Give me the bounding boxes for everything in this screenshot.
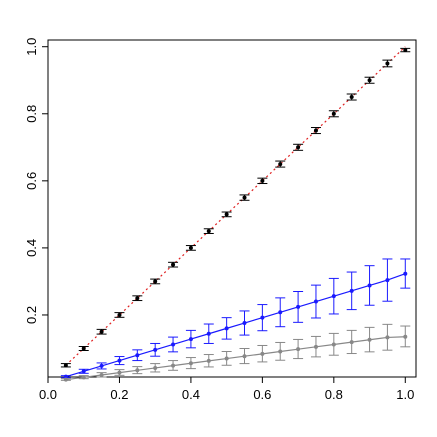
data-point: [403, 48, 408, 53]
data-point: [117, 312, 122, 317]
data-point: [260, 315, 265, 320]
data-point: [171, 262, 176, 267]
data-point: [99, 329, 104, 334]
data-point: [278, 310, 283, 315]
data-point: [117, 358, 122, 363]
data-point: [224, 326, 229, 331]
data-point: [385, 278, 390, 283]
data-point: [171, 342, 176, 347]
data-point: [385, 61, 390, 66]
y-tick-label: 0.8: [24, 105, 39, 123]
data-point: [367, 337, 372, 342]
data-point: [188, 361, 193, 366]
data-point: [206, 358, 211, 363]
y-tick-label: 0.4: [24, 239, 39, 257]
data-point: [296, 304, 301, 309]
data-point: [296, 145, 301, 150]
y-tick-label: 0.2: [24, 306, 39, 324]
data-point: [135, 368, 140, 373]
y-tick-label: 0.6: [24, 172, 39, 190]
plot-area: [47, 39, 417, 382]
data-point: [242, 195, 247, 200]
series-2: [60, 258, 411, 379]
x-tick-label: 0.4: [182, 387, 200, 402]
data-point: [117, 370, 122, 375]
data-point: [188, 337, 193, 342]
y-axis: 0.2 0.4 0.6 0.8 1.0: [24, 38, 48, 324]
data-point: [331, 294, 336, 299]
data-point: [403, 271, 408, 276]
data-point: [81, 375, 86, 380]
data-point: [278, 349, 283, 354]
data-point: [403, 334, 408, 339]
x-tick-label: 0.6: [253, 387, 271, 402]
x-tick-label: 0.2: [110, 387, 128, 402]
x-axis: 0.0 0.2 0.4 0.6 0.8 1.0: [39, 377, 414, 402]
data-point: [153, 347, 158, 352]
data-point: [81, 346, 86, 351]
data-point: [331, 111, 336, 116]
data-point: [99, 372, 104, 377]
data-point: [153, 279, 158, 284]
data-point: [278, 162, 283, 167]
y-tick-label: 1.0: [24, 38, 39, 56]
data-point: [367, 78, 372, 83]
series-line: [65, 336, 406, 381]
data-point: [349, 95, 354, 100]
data-point: [224, 212, 229, 217]
x-tick-label: 0.8: [325, 387, 343, 402]
x-tick-label: 0.0: [39, 387, 57, 402]
data-point: [63, 377, 68, 382]
data-point: [63, 363, 68, 368]
series-3: [60, 323, 411, 382]
plot-frame: [47, 39, 417, 378]
data-point: [171, 363, 176, 368]
data-point: [206, 331, 211, 336]
data-point: [385, 335, 390, 340]
series-line: [65, 273, 406, 378]
data-point: [153, 365, 158, 370]
data-point: [242, 321, 247, 326]
data-point: [63, 374, 68, 379]
data-point: [242, 354, 247, 359]
data-point: [135, 353, 140, 358]
data-point: [224, 356, 229, 361]
data-point: [81, 369, 86, 374]
data-point: [331, 342, 336, 347]
data-point: [349, 288, 354, 293]
series-1: [60, 47, 411, 368]
data-point: [135, 296, 140, 301]
data-point: [313, 128, 318, 133]
data-point: [296, 347, 301, 352]
series-layer: [60, 47, 411, 382]
data-point: [206, 229, 211, 234]
data-point: [349, 340, 354, 345]
data-point: [260, 351, 265, 356]
data-point: [313, 299, 318, 304]
data-point: [99, 363, 104, 368]
x-tick-label: 1.0: [396, 387, 414, 402]
data-point: [367, 283, 372, 288]
data-point: [188, 245, 193, 250]
data-point: [260, 178, 265, 183]
data-point: [313, 344, 318, 349]
